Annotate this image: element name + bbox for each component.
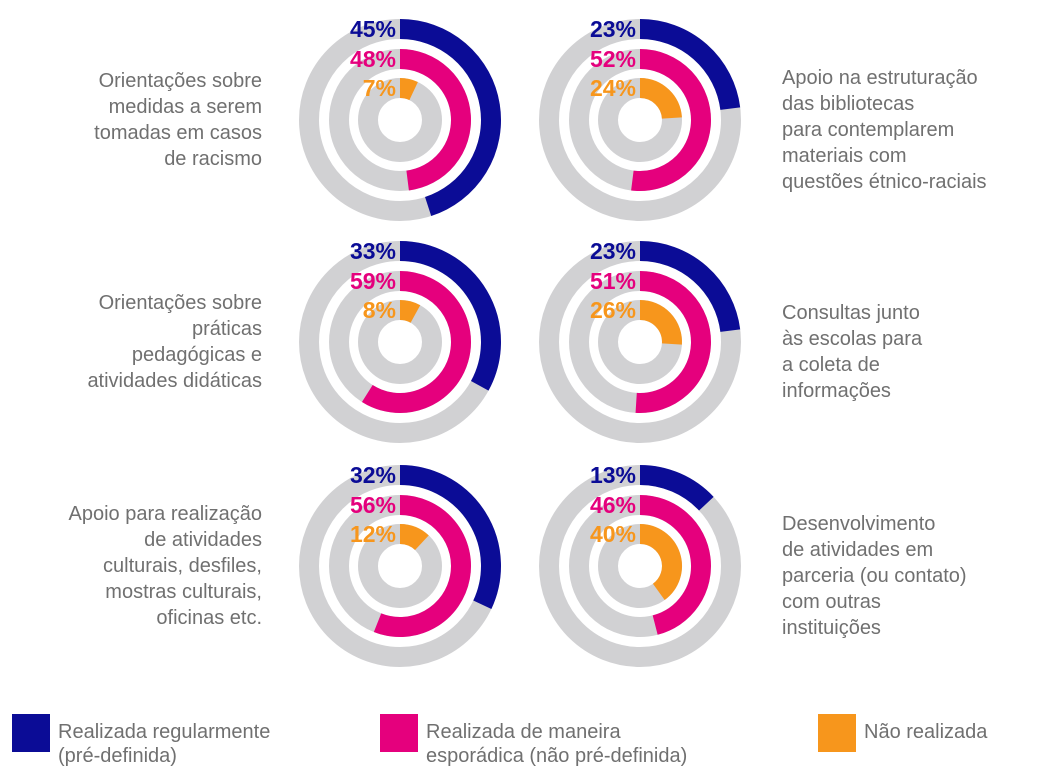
- ring-arc: [639, 465, 714, 511]
- value-label: 33%: [350, 238, 396, 264]
- value-label: 32%: [350, 462, 396, 488]
- value-label: 12%: [350, 521, 396, 547]
- value-label: 45%: [350, 16, 396, 42]
- ring-arc: [399, 300, 421, 323]
- panel-label: Orientações sobre medidas a serem tomada…: [94, 70, 262, 170]
- value-label: 40%: [590, 521, 636, 547]
- panel-label: Orientações sobre práticas pedagógicas e…: [87, 292, 262, 392]
- legend-label: Não realizada: [864, 721, 988, 743]
- ring-arc: [399, 49, 471, 191]
- ring-arc: [399, 78, 418, 101]
- ring-arc: [631, 49, 711, 191]
- panel-label: Desenvolvimento de atividades em parceri…: [782, 513, 967, 639]
- ring-arc: [639, 241, 741, 333]
- legend-swatch: [380, 714, 418, 752]
- legend-label: Realizada regularmente (pré-definida): [58, 721, 271, 767]
- ring-arc: [361, 271, 471, 413]
- panel-label: Consultas junto às escolas para a coleta…: [782, 302, 923, 402]
- ring-arc: [639, 495, 711, 635]
- ring-arc: [635, 271, 711, 413]
- value-label: 7%: [363, 75, 396, 101]
- ring-arc: [639, 524, 682, 600]
- ring-arc: [639, 300, 682, 345]
- value-label: 51%: [590, 268, 636, 294]
- ring-arc: [399, 241, 501, 391]
- value-label: 52%: [590, 46, 636, 72]
- value-label: 48%: [350, 46, 396, 72]
- legend-swatch: [12, 714, 50, 752]
- value-label: 24%: [590, 75, 636, 101]
- panel-label: Apoio para realização de atividades cult…: [68, 503, 262, 629]
- ring-arc: [399, 524, 429, 551]
- value-label: 46%: [590, 492, 636, 518]
- value-label: 23%: [590, 16, 636, 42]
- panel-label: Apoio na estruturação das bibliotecas pa…: [782, 67, 987, 193]
- value-label: 56%: [350, 492, 396, 518]
- ring-arc: [399, 19, 501, 217]
- value-label: 8%: [363, 297, 396, 323]
- ring-arc: [639, 19, 741, 111]
- value-label: 26%: [590, 297, 636, 323]
- value-label: 23%: [590, 238, 636, 264]
- value-label: 13%: [590, 462, 636, 488]
- ring-arc: [399, 465, 501, 609]
- ring-arc: [639, 78, 682, 120]
- value-label: 59%: [350, 268, 396, 294]
- ring-arc: [373, 495, 471, 637]
- legend-label: Realizada de maneira esporádica (não pré…: [426, 721, 688, 767]
- legend-swatch: [818, 714, 856, 752]
